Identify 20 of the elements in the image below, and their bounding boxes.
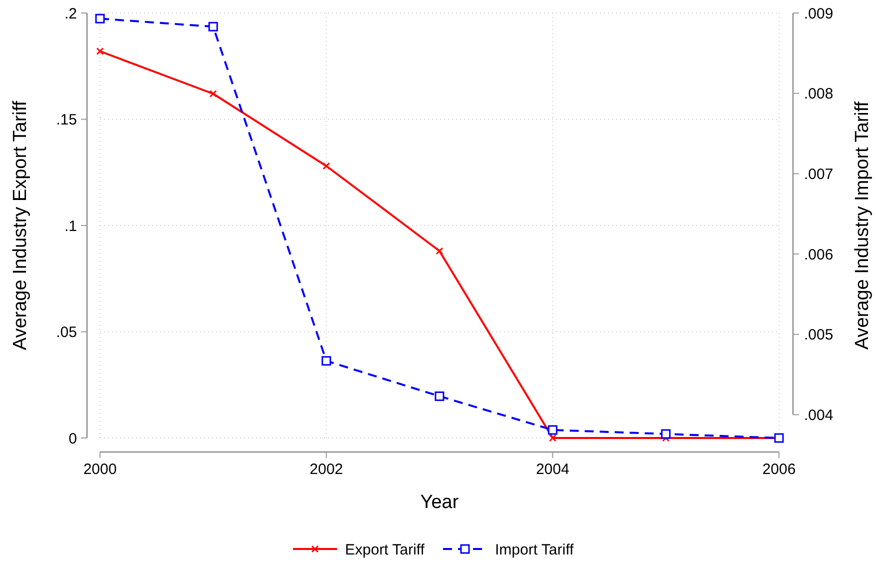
y2-tick-label: .004 xyxy=(804,406,834,424)
y2-tick-label: .007 xyxy=(804,166,834,183)
x-tick-label: 2006 xyxy=(762,461,796,478)
legend-label: Import Tariff xyxy=(495,541,574,558)
y2-tick-label: .005 xyxy=(804,326,834,344)
y-tick-label: 0 xyxy=(68,430,77,448)
x-axis-title: Year xyxy=(420,492,460,513)
y-tick-label: .2 xyxy=(64,5,77,22)
legend-label: Export Tariff xyxy=(345,541,426,558)
y-tick-label: .1 xyxy=(64,218,77,235)
y-axis-title: Average Industry Export Tariff xyxy=(10,100,31,350)
x-tick-label: 2002 xyxy=(310,461,344,478)
x-tick-label: 2004 xyxy=(536,461,570,478)
y2-tick-label: .009 xyxy=(804,5,834,22)
y2-tick-label: .006 xyxy=(804,246,834,264)
y-tick-label: .15 xyxy=(56,112,77,128)
y-tick-label: .05 xyxy=(56,324,77,341)
y2-tick-label: .008 xyxy=(804,86,834,103)
x-tick-label: 2000 xyxy=(83,461,117,478)
y2-axis-title: Average Industry Import Tariff xyxy=(852,100,873,350)
